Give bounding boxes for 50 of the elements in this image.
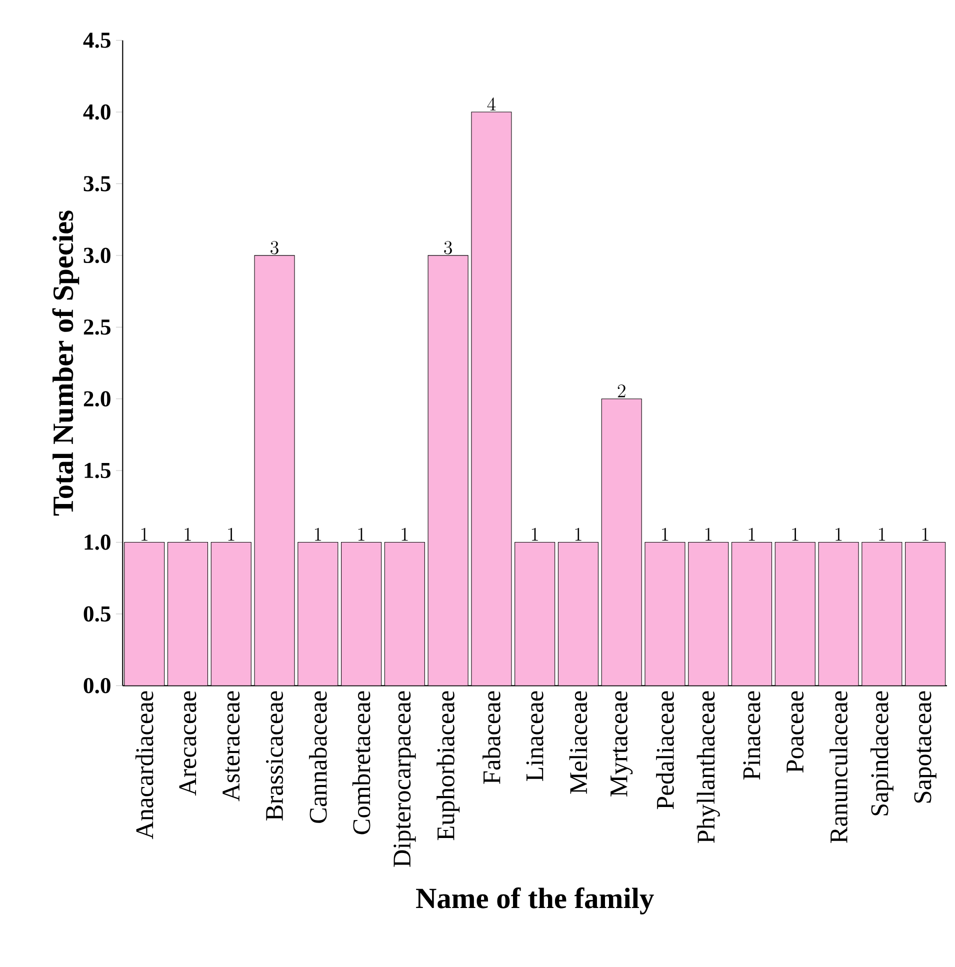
y-tick-label: 1.0 <box>84 534 110 550</box>
data-label: 1 <box>314 528 322 541</box>
x-tick-label: Ranunculaceae <box>830 691 848 843</box>
x-tick-label: Pinaceae <box>743 691 760 780</box>
y-tick-label: 0.5 <box>84 606 110 622</box>
y-tick-label: 4.0 <box>83 104 110 120</box>
data-label: 1 <box>575 528 582 541</box>
data-label: 1 <box>878 528 886 541</box>
x-tick-label: Dipterocarpaceae <box>394 691 416 867</box>
x-tick-label: Fabaceae <box>482 691 500 784</box>
x-tick-label: Myrtaceae <box>610 691 633 797</box>
x-tick-label: Pedaliaceae <box>656 691 674 810</box>
data-label: 1 <box>662 528 668 541</box>
x-tick-label: Phyllanthaceae <box>696 691 720 843</box>
x-tick-label: Anacardiaceae <box>135 691 154 840</box>
x-tick-label: Asteraceae <box>222 691 240 802</box>
data-label: 1 <box>836 528 842 541</box>
y-tick-label: 3.0 <box>84 248 110 264</box>
y-tick-label: 2.5 <box>84 319 110 335</box>
x-tick-label: Linaceae <box>526 691 544 782</box>
x-tick-label: Combretaceae <box>352 691 370 834</box>
data-label: 3 <box>270 241 278 254</box>
data-label: 4 <box>487 97 496 110</box>
y-tick-label: 1.5 <box>84 462 110 478</box>
data-label: 1 <box>532 528 538 541</box>
data-label: 2 <box>618 384 626 398</box>
y-tick-label: 3.5 <box>84 176 110 192</box>
data-label: 1 <box>184 528 191 541</box>
data-label: 1 <box>358 528 364 541</box>
x-tick-label: Cannabaceae <box>309 691 327 823</box>
x-tick-label: Arecaceae <box>179 691 196 796</box>
x-tick-label: Meliaceae <box>569 691 588 794</box>
y-tick-label: 0.0 <box>84 678 110 694</box>
data-label: 1 <box>141 528 148 541</box>
y-axis-title: Total Number of Species <box>52 210 80 516</box>
x-tick-label: Sapindaceae <box>870 691 894 816</box>
data-label: 1 <box>402 528 408 541</box>
x-tick-label: Brassicaceae <box>266 691 284 820</box>
y-tick-label: 2.0 <box>84 391 110 407</box>
x-tick-label: Sapotaceae <box>914 691 936 803</box>
data-label: 1 <box>748 528 755 541</box>
x-tick-label: Poaceae <box>786 691 804 773</box>
x-axis-title: Name of the family <box>416 887 654 914</box>
data-label: 1 <box>922 528 928 541</box>
data-label: 1 <box>705 528 712 541</box>
data-label: 3 <box>444 241 452 254</box>
x-tick-label: Euphorbiaceae <box>436 691 460 840</box>
y-tick-label: 4.5 <box>83 32 110 48</box>
data-label: 1 <box>792 528 798 541</box>
data-label: 1 <box>228 528 234 541</box>
